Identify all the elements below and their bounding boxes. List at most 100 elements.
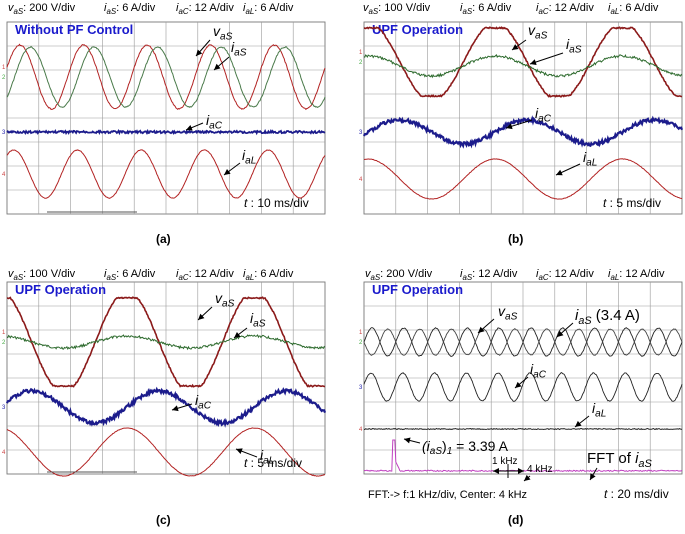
label-ias: iaS (3.4 A) [575, 307, 640, 327]
arrow-vas-head [196, 49, 203, 56]
scale-label-vaS: vaS: 200 V/div [8, 2, 76, 16]
channel-marker-3: 3 [2, 405, 6, 411]
scale-label-vaS: vaS: 100 V/div [8, 268, 76, 282]
scale-label-iaL: iaL: 6 A/div [608, 2, 659, 16]
arrow-vas-head [512, 44, 519, 50]
fft-fundamental-label: (iaS)1 = 3.39 A [422, 438, 509, 457]
channel-marker-4: 4 [359, 177, 363, 183]
channel-marker-2: 2 [2, 75, 6, 81]
scale-label-iaC: iaC: 12 A/div [176, 268, 234, 282]
label-ias: iaS [250, 310, 266, 330]
trace-vas [6, 43, 326, 111]
trace-vas [363, 26, 683, 98]
trace-ial [363, 158, 683, 200]
scale-label-vaS: vaS: 200 V/div [365, 268, 433, 282]
label-ias: iaS [566, 36, 582, 56]
arrow-ial-head [236, 448, 243, 454]
arrow-ias-head [557, 330, 564, 337]
channel-marker-2: 2 [359, 60, 363, 66]
trace-ias [364, 53, 683, 79]
trace-ias [363, 328, 683, 356]
arrow-iac-head [515, 381, 522, 388]
trace-vas [6, 296, 326, 388]
label-vas: vaS [213, 23, 233, 43]
arrow-ial-head [224, 169, 231, 175]
arrow-fundamental-head [404, 437, 411, 444]
panel-b: vaS: 100 V/div iaS: 6 A/div iaC: 12 A/div i… [359, 2, 684, 246]
label-vas: vaS [215, 290, 235, 310]
arrow-fft-head [590, 473, 596, 480]
channel-marker-1: 1 [359, 330, 363, 336]
scale-label-iaC: iaC: 12 A/div [536, 2, 594, 16]
channel-marker-3: 3 [359, 130, 363, 136]
panel-caption: (a) [156, 232, 171, 246]
label-iac: iaC [530, 361, 547, 381]
label-ial: iaL [583, 149, 597, 169]
trace-iac [363, 372, 683, 402]
label-ial: iaL [260, 447, 274, 467]
channel-marker-1: 1 [2, 65, 6, 71]
channel-marker-3: 3 [2, 130, 6, 136]
label-ial: iaL [242, 147, 256, 167]
panel-c: vaS: 100 V/div iaS: 6 A/div iaC: 12 A/div i… [2, 268, 327, 527]
time-base-label: t : 20 ms/div [604, 487, 669, 501]
trace-ial [6, 149, 326, 199]
channel-marker-4: 4 [359, 427, 363, 433]
panel-title: UPF Operation [372, 282, 463, 297]
scale-label-iaS: iaS: 12 A/div [460, 268, 518, 282]
panel-caption: (b) [508, 232, 523, 246]
fft-1khz-label: 1 kHz [492, 456, 518, 467]
panel-d: vaS: 200 V/div iaS: 12 A/div iaC: 12 A/div… [359, 268, 683, 527]
panel-caption: (c) [156, 513, 171, 527]
arrow-ias-head [530, 59, 537, 65]
label-iac: iaC [195, 392, 212, 412]
label-iac: iaC [206, 112, 223, 132]
trace-iac [362, 115, 684, 149]
scale-label-iaC: iaC: 12 A/div [536, 268, 594, 282]
arrow-ial-head [556, 169, 563, 176]
scale-label-iaL: iaL: 6 A/div [243, 2, 294, 16]
panel-title: Without PF Control [15, 22, 133, 37]
label-iac: iaC [535, 105, 552, 125]
fft-1khz-arrow-right-head [518, 468, 524, 474]
channel-marker-2: 2 [359, 340, 363, 346]
trace-ial [363, 427, 683, 431]
trace-iac [6, 128, 326, 136]
time-base-label: t : 10 ms/div [244, 196, 309, 210]
fft-footer: FFT:-> f:1 kHz/div, Center: 4 kHz [368, 489, 527, 501]
channel-marker-1: 1 [359, 50, 363, 56]
trace-iac [5, 386, 327, 428]
channel-marker-4: 4 [2, 172, 6, 178]
arrow-ias-head [214, 63, 221, 70]
scale-label-vaS: vaS: 100 V/div [363, 2, 431, 16]
fft-4khz-arrow-head [524, 474, 531, 481]
scale-label-iaS: iaS: 6 A/div [104, 268, 156, 282]
scale-label-iaS: iaS: 6 A/div [104, 2, 156, 16]
arrow-ias-head [234, 331, 241, 338]
panel-caption: (d) [508, 513, 523, 527]
channel-marker-2: 2 [2, 340, 6, 346]
trace-ial [6, 427, 326, 477]
trace-ias [6, 334, 326, 351]
arrow-iac-head [186, 124, 193, 131]
scale-label-iaC: iaC: 12 A/div [176, 2, 234, 16]
panel-title: UPF Operation [372, 22, 463, 37]
arrow-iac-head [506, 123, 513, 130]
label-ial: iaL [592, 400, 606, 420]
arrow-ial-head [575, 420, 582, 427]
panel-title: UPF Operation [15, 282, 106, 297]
label-vas: vaS [528, 22, 548, 42]
channel-marker-4: 4 [2, 450, 6, 456]
label-ias: iaS [231, 39, 247, 59]
scale-label-iaL: iaL: 6 A/div [243, 268, 294, 282]
fft-title: FFT of iaS [587, 450, 653, 470]
time-base-label: t : 5 ms/div [603, 196, 661, 210]
label-vas: vaS [498, 303, 518, 323]
fft-4khz-label: 4 kHz [527, 464, 553, 475]
fft-1khz-arrow-left-head [493, 468, 499, 474]
scale-label-iaL: iaL: 12 A/div [608, 268, 665, 282]
panel-a: vaS: 200 V/div iaS: 6 A/div iaC: 12 A/div i… [2, 2, 326, 246]
channel-marker-3: 3 [359, 385, 363, 391]
